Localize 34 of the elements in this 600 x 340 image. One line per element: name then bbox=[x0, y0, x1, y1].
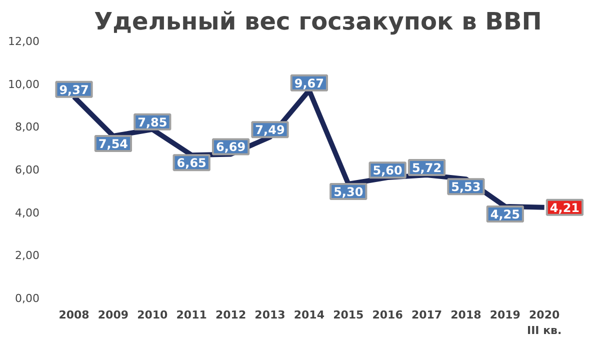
chart-title: Удельный вес госзакупок в ВВП bbox=[94, 8, 542, 36]
text: 5,72 bbox=[412, 160, 442, 175]
text: 5,30 bbox=[334, 184, 364, 199]
y-tick-label: 10,00 bbox=[8, 78, 40, 91]
y-tick-label: 0,00 bbox=[15, 292, 40, 305]
text: 7,54 bbox=[98, 137, 128, 152]
text: 7,49 bbox=[255, 123, 285, 138]
text: 5,53 bbox=[451, 180, 481, 194]
y-tick-label: 4,00 bbox=[15, 206, 40, 220]
x-tick-label: 2008 bbox=[58, 308, 90, 322]
x-tick-label: 2020 III кв. bbox=[526, 308, 562, 338]
x-tick-label: 2017 bbox=[411, 308, 442, 322]
y-tick-label: 6,00 bbox=[15, 164, 40, 176]
x-tick-label: 2016 bbox=[372, 308, 404, 322]
y-tick-label: 12,00 bbox=[8, 35, 40, 48]
text: 9,67 bbox=[294, 76, 324, 90]
x-tick-label: 2015 bbox=[333, 308, 364, 322]
x-tick-label: 2012 bbox=[215, 308, 246, 322]
text: 7,85 bbox=[138, 115, 168, 130]
text: 6,65 bbox=[176, 156, 206, 170]
text: 4,21 bbox=[550, 200, 580, 215]
y-tick-label: 2,00 bbox=[15, 249, 40, 262]
x-tick-label: 2009 bbox=[98, 308, 129, 322]
y-tick-label: 8,00 bbox=[15, 120, 40, 134]
x-tick-label: 2010 bbox=[137, 308, 168, 322]
text: 5,60 bbox=[372, 164, 402, 178]
text: 9,37 bbox=[59, 82, 89, 97]
x-tick-label: 2011 bbox=[176, 308, 207, 322]
x-tick-label: 2014 bbox=[294, 308, 325, 322]
text: 6,69 bbox=[216, 140, 246, 154]
text: 4,25 bbox=[490, 207, 520, 222]
x-tick-label: 2013 bbox=[254, 308, 286, 322]
x-tick-label: 2019 bbox=[490, 308, 520, 322]
x-tick-label: 2018 bbox=[450, 308, 482, 322]
